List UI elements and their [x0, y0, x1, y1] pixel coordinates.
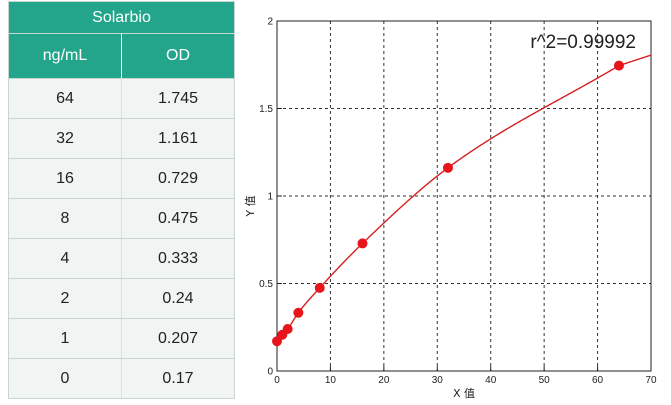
table-row: 32 1.161	[8, 118, 235, 159]
x-tick-label: 10	[325, 375, 337, 386]
table-row: 2 0.24	[8, 278, 235, 319]
concentration-cell: 8	[8, 198, 122, 239]
fit-curve	[276, 54, 652, 342]
concentration-cell: 2	[8, 278, 122, 319]
od-cell: 1.161	[121, 118, 235, 159]
x-tick-label: 50	[539, 375, 551, 386]
data-point	[613, 60, 624, 71]
x-axis-label: X 值	[453, 387, 475, 400]
data-point	[442, 162, 453, 173]
standard-curve-chart: 0 10 20 30 40 50 60 70 0 0.5 1 1.5 2 X 值 Y 值 r^2=0.9…	[244, 17, 657, 401]
concentration-cell: 32	[8, 118, 122, 159]
table-brand-row: Solarbio	[8, 1, 235, 34]
table-row: 1 0.207	[8, 318, 235, 359]
r-squared-annotation: r^2=0.99992	[530, 32, 636, 53]
table-header-row: ng/mL OD	[8, 33, 235, 79]
data-point	[357, 238, 368, 249]
table-row: 64 1.745	[8, 78, 235, 119]
x-tick-label: 70	[645, 375, 657, 386]
x-tick-label: 60	[592, 375, 604, 386]
od-cell: 0.17	[121, 358, 235, 399]
table-row: 16 0.729	[8, 158, 235, 199]
od-cell: 0.475	[121, 198, 235, 239]
y-tick-label: 0.5	[259, 279, 273, 290]
standard-curve-table: Solarbio ng/mL OD 64 1.745 32 1.161 16 0.729 8…	[8, 1, 235, 399]
table-row: 4 0.333	[8, 238, 235, 279]
y-axis-label: Y 值	[244, 195, 257, 217]
data-points	[272, 60, 624, 347]
data-point	[314, 282, 325, 293]
concentration-cell: 64	[8, 78, 122, 119]
grid-lines	[277, 21, 651, 371]
y-tick-label: 2	[267, 17, 273, 28]
od-cell: 0.207	[121, 318, 235, 359]
data-point	[282, 324, 293, 334]
od-cell: 0.333	[121, 238, 235, 279]
data-point	[293, 307, 304, 318]
x-tick-label: 30	[432, 375, 444, 386]
concentration-cell: 16	[8, 158, 122, 199]
od-header: OD	[121, 33, 235, 79]
concentration-header: ng/mL	[8, 33, 122, 79]
y-tick-label: 1	[267, 192, 273, 203]
od-cell: 0.24	[121, 278, 235, 319]
y-tick-label: 0	[267, 367, 273, 378]
od-cell: 0.729	[121, 158, 235, 199]
concentration-cell: 0	[8, 358, 122, 399]
x-tick-label: 20	[378, 375, 390, 386]
y-tick-label: 1.5	[259, 104, 273, 115]
brand-label: Solarbio	[8, 1, 235, 34]
od-cell: 1.745	[121, 78, 235, 119]
axis-ticks: 0 10 20 30 40 50 60 70 0 0.5 1 1.5 2	[259, 17, 657, 387]
x-tick-label: 40	[485, 375, 497, 386]
concentration-cell: 1	[8, 318, 122, 359]
concentration-cell: 4	[8, 238, 122, 279]
table-row: 0 0.17	[8, 358, 235, 399]
table-row: 8 0.475	[8, 198, 235, 239]
x-tick-label: 0	[274, 375, 280, 386]
